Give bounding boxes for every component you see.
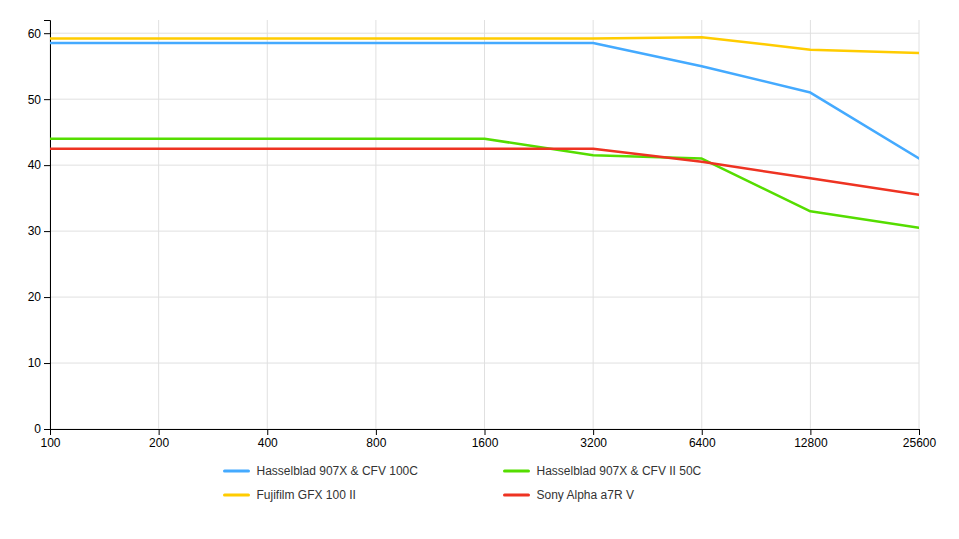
y-tick-mark — [44, 33, 50, 34]
x-tick-mark — [159, 429, 160, 435]
plot-area: 100 200 400 800 1600 3200 6400 12800 25600 0 10 20 3… — [28, 20, 937, 450]
y-tick-label: 30 — [28, 224, 42, 238]
grid-line-x — [158, 20, 159, 429]
x-tick-mark — [702, 429, 703, 435]
legend-label: Hasselblad 907X & CFV 100C — [257, 464, 419, 478]
x-tick-label: 12800 — [794, 436, 828, 450]
grid-line-x — [484, 20, 485, 429]
y-tick: 50 — [28, 93, 50, 107]
series-line — [50, 37, 919, 53]
x-tick-mark — [376, 429, 377, 435]
y-tick-mark — [44, 99, 50, 100]
y-tick: 10 — [28, 356, 50, 370]
y-tick-mark — [44, 297, 50, 298]
grid-line-y — [50, 231, 919, 232]
legend-label: Hasselblad 907X & CFV II 50C — [537, 464, 702, 478]
y-tick-label: 50 — [28, 93, 42, 107]
x-tick-label: 1600 — [472, 436, 499, 450]
x-tick-label: 800 — [366, 436, 386, 450]
x-tick-mark — [919, 429, 920, 435]
x-tick-mark — [593, 429, 594, 435]
x-tick: 3200 — [580, 429, 607, 450]
y-tick-mark — [44, 363, 50, 364]
chart: 100 200 400 800 1600 3200 6400 12800 25600 0 10 20 3… — [0, 0, 959, 539]
x-tick-label: 3200 — [580, 436, 607, 450]
y-tick: 0 — [34, 422, 50, 436]
legend-item: Hasselblad 907X & CFV 100C — [225, 464, 419, 478]
series-line — [50, 149, 919, 195]
y-tick-label: 0 — [34, 422, 41, 436]
grid — [50, 20, 919, 429]
y-axis-line — [44, 21, 51, 430]
grid-line-y — [50, 33, 919, 34]
grid-line-x — [919, 20, 920, 429]
x-tick: 6400 — [689, 429, 716, 450]
legend-item: Hasselblad 907X & CFV II 50C — [505, 464, 702, 478]
grid-line-y — [50, 363, 919, 364]
grid-line-x — [593, 20, 594, 429]
x-tick-mark — [810, 429, 811, 435]
x-tick: 100 — [40, 429, 60, 450]
lines — [50, 37, 919, 228]
y-tick-label: 10 — [28, 356, 42, 370]
series-line — [50, 139, 919, 228]
legend-label: Sony Alpha a7R V — [537, 488, 634, 502]
grid-line-y — [50, 165, 919, 166]
y-tick: 40 — [28, 158, 50, 172]
x-axis: 100 200 400 800 1600 3200 6400 12800 25600 — [40, 429, 936, 450]
grid-line-y — [50, 99, 919, 100]
x-tick: 400 — [258, 429, 278, 450]
grid-line-x — [375, 20, 376, 429]
y-tick-mark — [44, 231, 50, 232]
x-tick-label: 400 — [258, 436, 278, 450]
legend-item: Sony Alpha a7R V — [505, 488, 634, 502]
y-tick-label: 60 — [28, 27, 42, 41]
y-tick: 20 — [28, 290, 50, 304]
legend-swatch — [505, 470, 529, 473]
series-line — [50, 43, 919, 158]
grid-line-x — [701, 20, 702, 429]
y-tick-mark — [44, 165, 50, 166]
legend-swatch — [505, 494, 529, 497]
grid-line-x — [810, 20, 811, 429]
x-tick-label: 25600 — [903, 436, 937, 450]
x-tick: 800 — [366, 429, 386, 450]
y-tick-mark — [44, 429, 50, 430]
y-axis: 0 10 20 30 40 50 60 — [28, 21, 51, 437]
grid-line-y — [50, 297, 919, 298]
x-tick: 1600 — [472, 429, 499, 450]
y-tick-label: 20 — [28, 290, 42, 304]
x-tick-mark — [485, 429, 486, 435]
x-tick-label: 6400 — [689, 436, 716, 450]
legend-swatch — [225, 494, 249, 497]
x-tick: 25600 — [903, 429, 937, 450]
x-axis-line — [51, 430, 920, 436]
x-tick: 12800 — [794, 429, 828, 450]
y-tick: 60 — [28, 27, 50, 41]
x-tick-label: 200 — [149, 436, 169, 450]
x-tick-label: 100 — [40, 436, 60, 450]
x-tick-mark — [267, 429, 268, 435]
legend-swatch — [225, 470, 249, 473]
x-tick: 200 — [149, 429, 169, 450]
legend-label: Fujifilm GFX 100 II — [257, 488, 356, 502]
legend-item: Fujifilm GFX 100 II — [225, 488, 356, 502]
y-tick-label: 40 — [28, 158, 42, 172]
legend: Hasselblad 907X & CFV 100C Hasselblad 907… — [225, 464, 702, 502]
grid-line-x — [267, 20, 268, 429]
y-tick: 30 — [28, 224, 50, 238]
